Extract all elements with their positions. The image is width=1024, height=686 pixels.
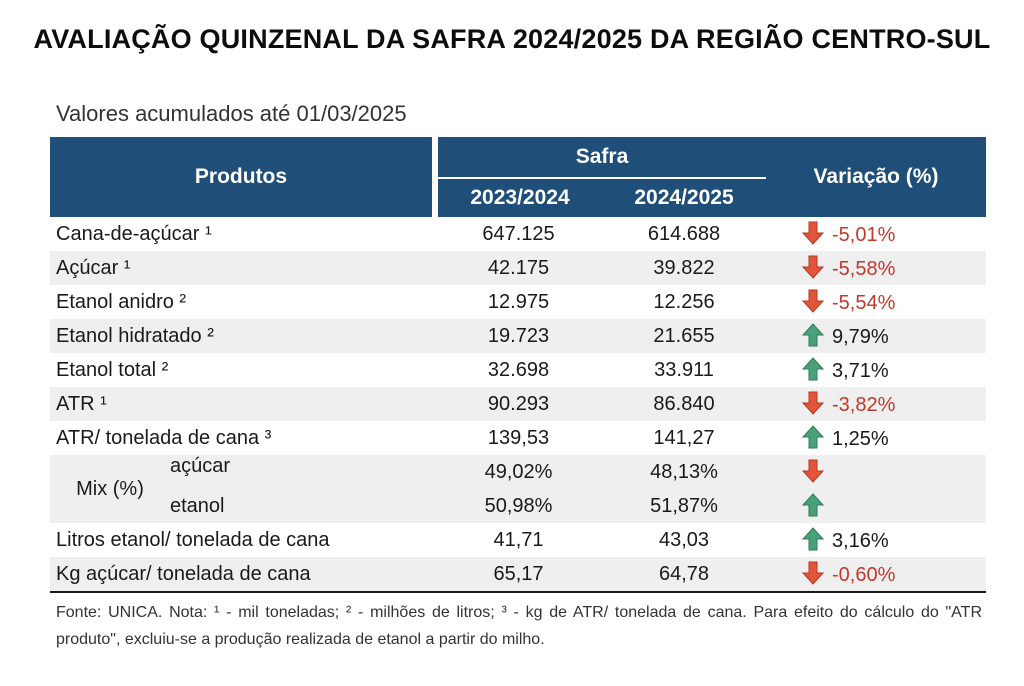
table-row: Etanol hidratado ² 19.723 21.655 9,79% [50,319,986,353]
page-title: AVALIAÇÃO QUINZENAL DA SAFRA 2024/2025 D… [33,24,991,54]
row-value-2024-2025: 12.256 [653,290,715,313]
row-variation: -5,01% [832,224,896,246]
row-variation: -5,54% [832,292,896,314]
arrow-up-icon [801,527,825,551]
row-variation: -5,58% [832,258,896,280]
header-produtos: Produtos [50,137,435,217]
arrow-down-icon [801,255,825,279]
row-value-2023-2024: 12.975 [487,290,550,313]
table-row: ATR ¹ 90.293 86.840 -3,82% [50,387,986,421]
row-label: Açúcar ¹ [50,251,435,285]
row-label: Kg açúcar/ tonelada de cana [50,557,435,593]
mix-sublabel-acucar: açúcar [170,455,231,477]
row-variation: -0,60% [832,564,896,586]
row-label: ATR/ tonelada de cana ³ [56,426,272,449]
table-row: ATR/ tonelada de cana ³ 139,53 141,27 1,… [50,421,986,455]
table-row: Açúcar ¹ 42.175 39.822 -5,58% [50,251,986,285]
header-year-2024-2025: 2024/2025 [602,178,766,217]
footnote: Fonte: UNICA. Nota: ¹ - mil toneladas; ²… [56,604,982,648]
row-value-2023-2024: 65,17 [435,557,602,593]
table-row: Kg açúcar/ tonelada de cana 65,17 64,78 … [50,557,986,593]
row-variation: 3,16% [832,530,889,552]
arrow-down-icon [801,221,825,245]
row-label: ATR ¹ [50,387,435,421]
mix-etanol-2023-2024: 50,98% [435,489,602,523]
row-value-2024-2025: 43,03 [658,528,710,551]
row-label: Etanol total ² [56,358,169,381]
mix-etanol-2024-2025: 51,87% [602,489,766,523]
row-value-2024-2025: 64,78 [602,557,766,593]
row-label: Cana-de-açúcar ¹ [56,222,212,245]
arrow-down-icon [801,391,825,415]
row-value-2024-2025: 86.840 [602,387,766,421]
row-value-2023-2024: 90.293 [435,387,602,421]
table-row: Etanol anidro ² 12.975 12.256 -5,54% [50,285,986,319]
arrow-down-icon [801,561,825,585]
arrow-down-icon [801,289,825,313]
row-variation: 1,25% [832,428,889,450]
row-value-2024-2025: 39.822 [602,251,766,285]
row-label: Etanol anidro ² [56,290,187,313]
mix-acucar-2023-2024: 49,02% [435,455,602,489]
row-label: Litros etanol/ tonelada de cana [56,528,330,551]
row-variation: 9,79% [832,326,889,348]
header-variacao: Variação (%) [766,137,986,217]
row-value-2024-2025: 614.688 [647,222,721,245]
row-value-2024-2025: 141,27 [653,426,715,449]
row-value-2024-2025: 21.655 [602,319,766,353]
mix-sublabel-etanol: etanol [50,489,435,523]
arrow-up-icon [801,425,825,449]
harvest-table: Produtos Safra Variação (%) 2023/2024 20… [50,137,986,593]
table-row-mix-etanol: etanol 50,98% 51,87% [50,489,986,523]
arrow-up-icon [801,323,825,347]
table-row: Cana-de-açúcar ¹ 647.125 614.688 -5,01% [50,217,986,251]
row-value-2023-2024: 647.125 [482,222,555,245]
row-variation: 3,71% [832,360,889,382]
row-value-2023-2024: 42.175 [435,251,602,285]
row-value-2024-2025: 33.911 [654,358,714,381]
table-row: Etanol total ² 32.698 33.911 3,71% [50,353,986,387]
header-safra: Safra [432,137,766,179]
row-value-2023-2024: 41,71 [493,528,544,551]
row-value-2023-2024: 139,53 [487,426,550,449]
arrow-down-icon [801,459,825,483]
mix-label: Mix (%) [76,478,144,500]
row-value-2023-2024: 19.723 [435,319,602,353]
arrow-up-icon [801,357,825,381]
header-year-2023-2024: 2023/2024 [432,178,602,217]
row-label: Etanol hidratado ² [50,319,435,353]
table-row-mix-acucar: Mix (%) açúcar 49,02% 48,13% [50,455,986,500]
mix-acucar-2024-2025: 48,13% [602,455,766,489]
row-variation: -3,82% [832,394,896,416]
arrow-up-icon [801,493,825,517]
table-row: Litros etanol/ tonelada de cana 41,71 43… [50,523,986,557]
page-subtitle: Valores acumulados até 01/03/2025 [56,101,407,126]
row-value-2023-2024: 32.698 [487,358,550,381]
